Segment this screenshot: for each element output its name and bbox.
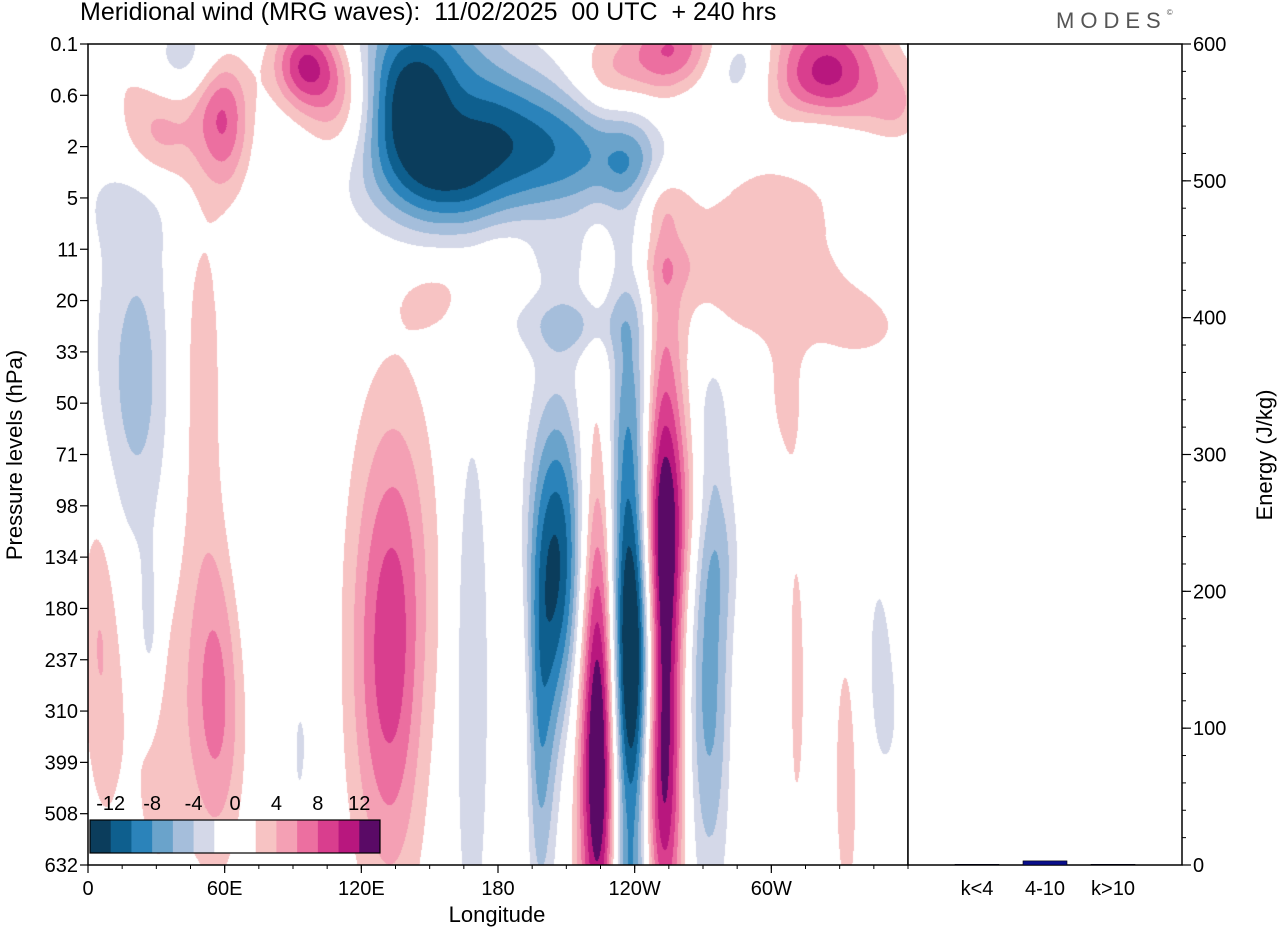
bar-panel-background	[908, 44, 1182, 865]
y-tick-label: 2	[67, 137, 78, 159]
bar-y-tick-label: 600	[1193, 34, 1226, 56]
y-tick-label: 0.6	[50, 85, 78, 107]
bar-4-10	[1022, 860, 1068, 866]
colorbar-swatch	[152, 820, 174, 853]
y-tick-label: 98	[56, 496, 78, 518]
y-tick-label: 399	[45, 752, 78, 774]
y-tick-label: 5	[67, 188, 78, 210]
bar-category-label: 4-10	[1025, 878, 1065, 900]
bar-y-tick-label: 200	[1193, 581, 1226, 603]
y-tick-label: 508	[45, 804, 78, 826]
colorbar-label: 4	[271, 793, 282, 815]
bar-y-axis: 0 100 200 300 400 500 600	[1182, 34, 1226, 877]
y-tick-label: 20	[56, 291, 78, 313]
colorbar: -12 -8 -4 0 4 8 12	[89, 793, 381, 854]
bar-k<4	[954, 864, 1000, 866]
x-axis-label: Longitude	[449, 902, 546, 927]
colorbar-label: -4	[185, 793, 203, 815]
colorbar-label: -12	[96, 793, 125, 815]
y-axis-label: Pressure levels (hPa)	[2, 350, 27, 560]
x-tick-label: 60W	[751, 878, 792, 900]
x-tick-label: 0	[82, 878, 93, 900]
bar-category-label: k<4	[961, 878, 994, 900]
y-axis: 0.1 0.6 2 5 11 20 33 50 71 98 134 180 237 310 399 508 63…	[45, 34, 88, 877]
y-tick-label: 50	[56, 393, 78, 415]
chart-title: Meridional wind (MRG waves): 11/02/2025 …	[80, 0, 777, 26]
colorbar-swatch	[338, 820, 360, 853]
colorbar-swatch	[235, 820, 257, 853]
colorbar-swatch	[255, 820, 277, 853]
colorbar-swatch	[214, 820, 236, 853]
bar-y-tick-label: 0	[1193, 855, 1204, 877]
colorbar-swatch	[172, 820, 195, 853]
heatmap-contours	[88, 44, 908, 865]
logo-mark: ©	[1166, 8, 1173, 17]
colorbar-swatch	[359, 820, 381, 853]
colorbar-swatch	[317, 820, 340, 853]
x-tick-label: 180	[481, 878, 514, 900]
colorbar-swatch	[193, 820, 215, 853]
y-tick-label: 632	[45, 855, 78, 877]
bar-y-axis-label: Energy (J/kg)	[1252, 390, 1277, 521]
colorbar-swatch	[110, 820, 132, 853]
y-tick-label: 310	[45, 701, 78, 723]
bar-x-axis: k<4 4-10 k>10	[961, 878, 1135, 900]
x-tick-label: 120W	[609, 878, 661, 900]
bar-k>10	[1090, 864, 1136, 866]
y-tick-label: 33	[56, 342, 78, 364]
colorbar-swatch	[90, 820, 112, 853]
y-tick-label: 134	[45, 547, 78, 569]
colorbar-frame	[89, 819, 381, 854]
y-tick-label: 11	[57, 239, 78, 261]
x-tick-label: 60E	[207, 878, 243, 900]
x-tick-label: 120E	[338, 878, 385, 900]
colorbar-label: 8	[312, 793, 323, 815]
y-tick-label: 71	[56, 445, 78, 467]
bar-y-tick-label: 100	[1193, 718, 1226, 740]
y-tick-label: 237	[45, 650, 78, 672]
colorbar-swatch	[297, 820, 319, 853]
colorbar-label: 0	[229, 793, 240, 815]
logo-text: MODES	[1056, 8, 1167, 33]
y-tick-label: 0.1	[50, 34, 78, 56]
bar-y-tick-label: 500	[1193, 171, 1226, 193]
y-tick-label: 180	[45, 598, 78, 620]
colorbar-label: 12	[348, 793, 370, 815]
colorbar-swatch	[131, 820, 153, 853]
x-axis: 0 60E 120E 180 120W 60W	[82, 865, 909, 900]
colorbar-label: -8	[143, 793, 161, 815]
bar-y-tick-label: 300	[1193, 445, 1226, 467]
modes-logo: MODES©	[1056, 8, 1173, 34]
colorbar-swatch	[276, 820, 298, 853]
bar-y-tick-label: 400	[1193, 308, 1226, 330]
bar-series	[954, 860, 1136, 866]
bar-category-label: k>10	[1091, 878, 1135, 900]
heatmap-image	[88, 44, 908, 865]
